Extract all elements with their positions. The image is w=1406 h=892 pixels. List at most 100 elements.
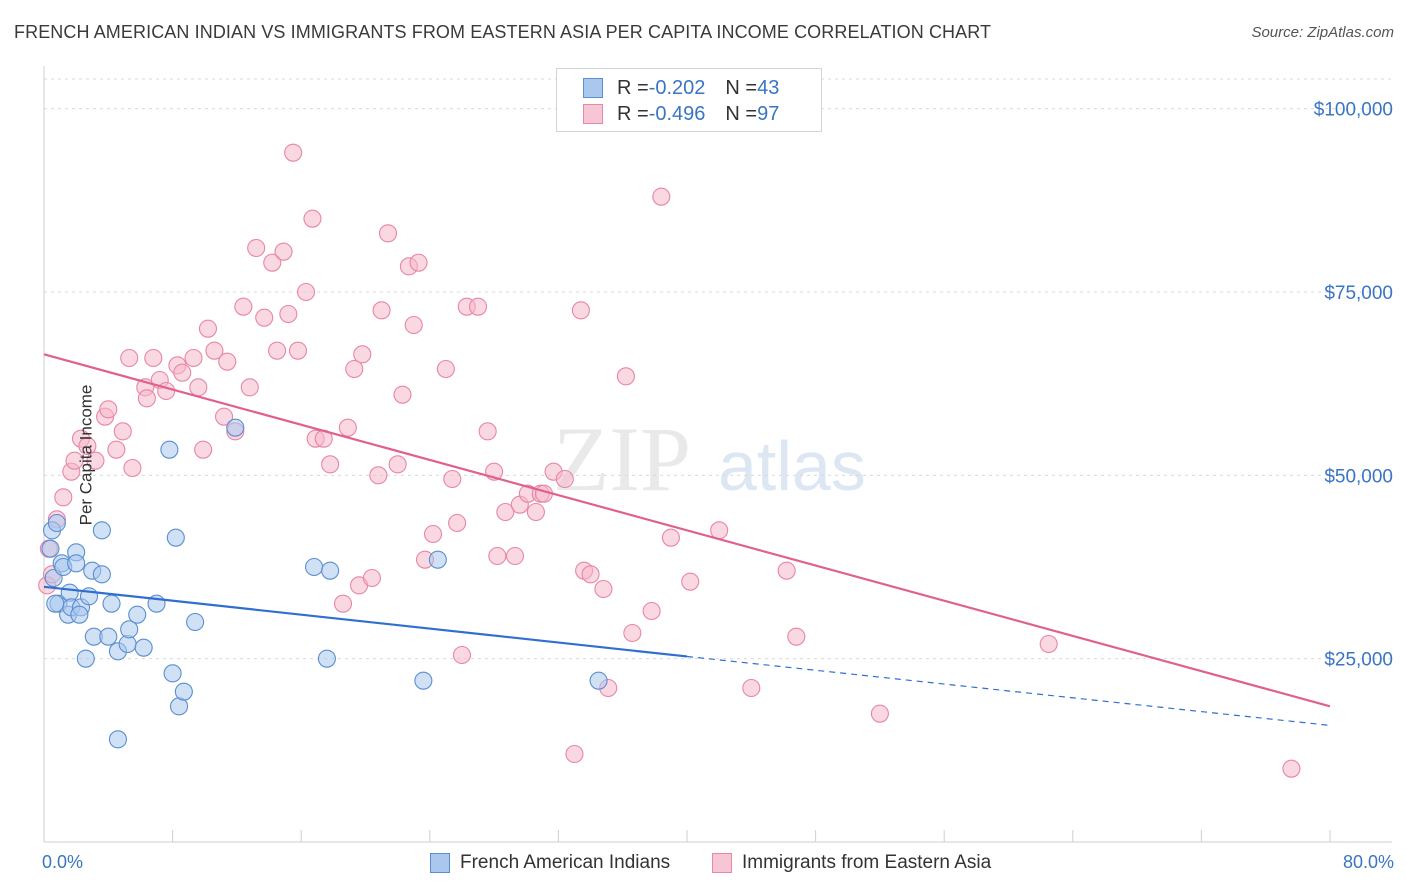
point-immigrants-eastern-asia (661, 528, 680, 547)
point-immigrants-eastern-asia (526, 502, 545, 522)
n-value: 43 (757, 76, 780, 99)
r-value: -0.496 (648, 102, 706, 125)
point-french-american-indians (92, 565, 111, 584)
point-immigrants-eastern-asia (787, 627, 806, 646)
n-label: N = (725, 102, 758, 125)
point-french-american-indians (41, 539, 60, 558)
y-tick-label: $25,000 (1324, 650, 1393, 671)
point-immigrants-eastern-asia (742, 678, 761, 698)
point-french-american-indians (102, 594, 121, 613)
point-immigrants-eastern-asia (234, 297, 253, 316)
point-immigrants-eastern-asia (184, 348, 203, 368)
point-immigrants-eastern-asia (404, 315, 423, 335)
y-tick-label: $75,000 (1324, 283, 1393, 304)
point-french-american-indians (226, 418, 245, 437)
point-immigrants-eastern-asia (777, 561, 796, 580)
point-french-american-indians (428, 550, 447, 569)
point-french-american-indians (70, 605, 89, 624)
y-tick-label: $100,000 (1314, 100, 1393, 121)
point-french-american-indians (163, 664, 182, 683)
stats-row-pink: R = -0.496 N = 97 (583, 103, 779, 125)
point-immigrants-eastern-asia (388, 455, 407, 474)
point-french-american-indians (134, 638, 153, 657)
point-french-american-indians (305, 557, 324, 577)
point-immigrants-eastern-asia (268, 341, 287, 360)
point-immigrants-eastern-asia (288, 341, 308, 360)
point-immigrants-eastern-asia (338, 418, 357, 437)
point-immigrants-eastern-asia (369, 466, 388, 485)
y-tick-label: $50,000 (1324, 466, 1393, 487)
point-french-american-indians (108, 730, 127, 749)
point-french-american-indians (67, 554, 86, 573)
point-french-american-indians (46, 594, 65, 613)
point-immigrants-eastern-asia (443, 469, 462, 489)
x-tick-min: 0.0% (42, 852, 84, 872)
point-immigrants-eastern-asia (1039, 634, 1058, 654)
point-immigrants-eastern-asia (362, 568, 381, 588)
legend-label: French American Indians (460, 852, 671, 873)
trend-line-immigrants-eastern-asia (43, 353, 1331, 708)
point-french-american-indians (166, 528, 185, 547)
point-immigrants-eastern-asia (423, 524, 443, 544)
legend-item-immigrants-eastern-asia: Immigrants from Eastern Asia (712, 852, 991, 874)
point-immigrants-eastern-asia (1282, 759, 1301, 778)
r-value: -0.202 (648, 76, 706, 99)
point-french-american-indians (120, 620, 139, 639)
point-immigrants-eastern-asia (681, 572, 700, 591)
point-immigrants-eastern-asia (113, 422, 132, 441)
point-immigrants-eastern-asia (65, 451, 84, 470)
point-immigrants-eastern-asia (240, 378, 259, 397)
point-immigrants-eastern-asia (565, 744, 584, 764)
point-immigrants-eastern-asia (488, 546, 507, 566)
point-immigrants-eastern-asia (710, 521, 729, 540)
point-immigrants-eastern-asia (594, 579, 613, 599)
point-immigrants-eastern-asia (496, 502, 515, 522)
legend-label: Immigrants from Eastern Asia (742, 852, 992, 873)
point-french-american-indians (92, 521, 111, 540)
chart-title: FRENCH AMERICAN INDIAN VS IMMIGRANTS FRO… (14, 22, 992, 42)
r-label: R = (617, 76, 649, 99)
point-immigrants-eastern-asia (870, 704, 889, 723)
point-immigrants-eastern-asia (263, 253, 282, 272)
watermark-atlas: atlas (718, 427, 866, 505)
point-immigrants-eastern-asia (54, 488, 73, 507)
trend-lines (43, 353, 1331, 726)
point-immigrants-eastern-asia (78, 436, 97, 456)
point-immigrants-eastern-asia (623, 623, 642, 643)
point-french-american-indians (47, 513, 66, 533)
point-immigrants-eastern-asia (393, 385, 412, 404)
point-immigrants-eastern-asia (279, 304, 298, 324)
point-immigrants-eastern-asia (378, 224, 398, 243)
point-immigrants-eastern-asia (652, 187, 671, 206)
point-french-american-indians (589, 671, 608, 690)
point-immigrants-eastern-asia (345, 359, 364, 379)
point-french-american-indians (160, 440, 179, 459)
x-tick-max: 80.0% (1342, 852, 1394, 872)
point-immigrants-eastern-asia (214, 407, 234, 426)
point-immigrants-eastern-asia (303, 209, 322, 228)
point-immigrants-eastern-asia (642, 601, 661, 621)
point-immigrants-eastern-asia (205, 341, 224, 360)
trend-line-french-american-indians (43, 585, 688, 658)
point-immigrants-eastern-asia (581, 565, 600, 584)
point-immigrants-eastern-asia (194, 440, 213, 459)
point-immigrants-eastern-asia (137, 389, 156, 408)
stats-row-blue: R = -0.202 N = 43 (583, 77, 779, 99)
point-immigrants-eastern-asia (555, 469, 574, 489)
series-french-american-indians (41, 418, 608, 749)
watermark-zip: ZIP (553, 408, 691, 510)
point-french-american-indians (414, 671, 433, 690)
point-immigrants-eastern-asia (448, 513, 467, 533)
point-immigrants-eastern-asia (189, 378, 208, 397)
point-immigrants-eastern-asia (173, 363, 192, 382)
legend-item-french-american-indians: French American Indians (430, 852, 670, 874)
point-immigrants-eastern-asia (468, 297, 488, 316)
point-french-american-indians (99, 627, 118, 646)
point-immigrants-eastern-asia (452, 645, 472, 665)
point-immigrants-eastern-asia (255, 308, 274, 327)
point-immigrants-eastern-asia (86, 451, 105, 470)
point-immigrants-eastern-asia (144, 348, 163, 368)
pink-swatch (583, 104, 603, 124)
trend-line-extension-french-american-indians (686, 655, 1331, 726)
